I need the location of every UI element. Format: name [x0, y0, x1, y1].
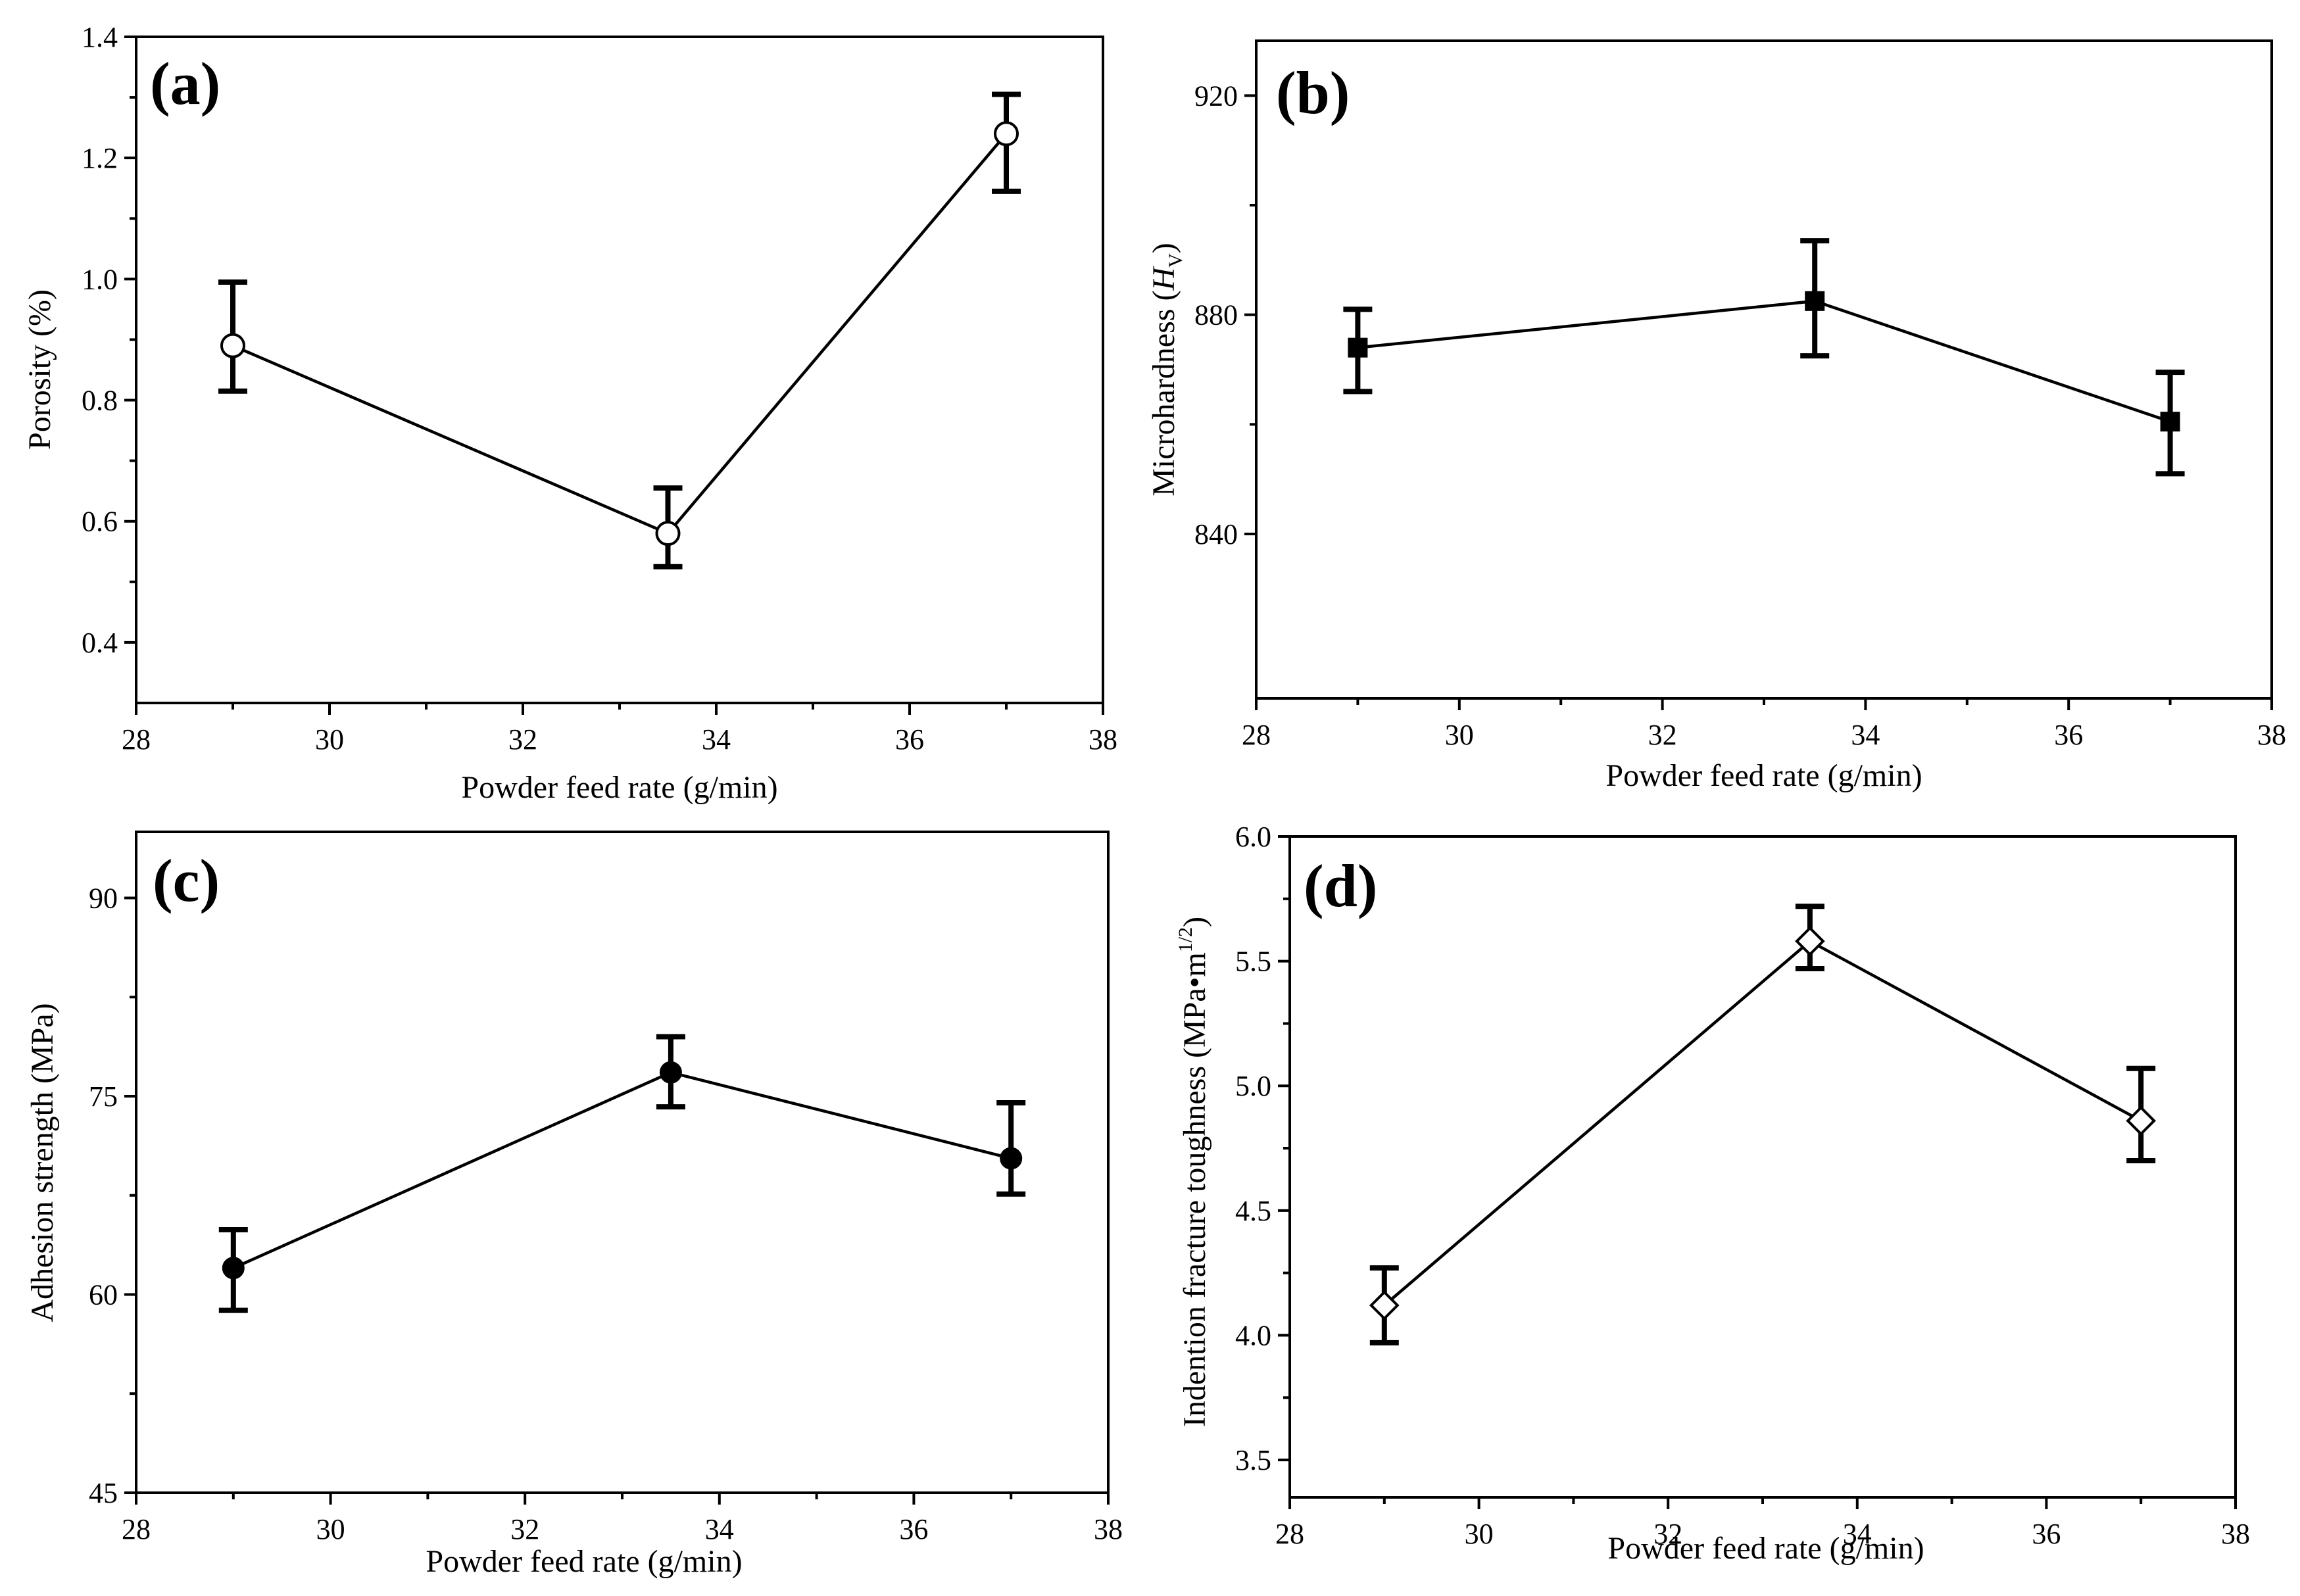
panel-b-minor-ticks	[1250, 204, 2172, 705]
panel-c-x-tick-label: 36	[899, 1513, 928, 1545]
panel-d-data-point	[1369, 1290, 1400, 1320]
panel-a-x-tick-label: 28	[122, 723, 151, 756]
panel-b-x-tick-label: 34	[1851, 719, 1880, 751]
panel-a-minor-ticks	[130, 96, 1008, 710]
panel-b-label: (b)	[1276, 59, 1350, 126]
panel-d-x-tick-label: 28	[1275, 1518, 1304, 1550]
panel-c-x-tick-label: 34	[705, 1513, 734, 1545]
panel-a-y-tick-label: 1.2	[82, 142, 118, 174]
panel-b-x-tick-label: 30	[1445, 719, 1474, 751]
panel-c-data-point	[659, 1061, 682, 1084]
panel-d-y-tick-label: 4.0	[1235, 1319, 1271, 1351]
panel-a-data-point	[220, 333, 245, 358]
panel-d-series-line	[1383, 939, 2142, 1307]
panel-d-x-tick-label: 38	[2221, 1518, 2250, 1550]
panel-d-minor-ticks	[1283, 897, 2143, 1504]
panel-a-x-tick-label: 30	[315, 723, 344, 756]
panel-d-y-axis-label: Indention fracture toughness (MPa•m1/2)	[1175, 917, 1212, 1427]
panel-b-series-line	[1358, 299, 2171, 423]
panel-a: 28 30 32 34 36 38 0.4 0.6 0.8 1.0 1.2 1.4 (a) Powd…	[22, 21, 1117, 805]
panel-c-y-tick-label: 90	[89, 883, 118, 915]
panel-b-x-tick-label: 32	[1648, 719, 1677, 751]
panel-a-y-tick-label: 0.4	[82, 627, 118, 659]
panel-b-y-axis-label: Microhardness (HV)	[1146, 243, 1187, 496]
panel-b-y-ticks: 840 880 920	[1194, 80, 1256, 550]
panel-d-y-tick-label: 6.0	[1235, 821, 1271, 853]
panel-a-x-tick-label: 36	[895, 723, 924, 756]
panel-c-x-axis-label: Powder feed rate (g/min)	[426, 1544, 742, 1579]
panel-a-label: (a)	[150, 50, 220, 117]
panel-d-x-tick-label: 30	[1465, 1518, 1494, 1550]
panel-c-x-ticks: 28 30 32 34 36 38	[122, 1493, 1123, 1545]
panel-d-label: (d)	[1304, 852, 1377, 919]
panel-d-x-tick-label: 32	[1653, 1518, 1682, 1550]
panel-d-y-tick-label: 3.5	[1235, 1444, 1271, 1476]
panel-c-label: (c)	[153, 847, 220, 914]
panel-c-x-tick-label: 32	[510, 1513, 539, 1545]
panel-b-x-ticks: 28 30 32 34 36 38	[1242, 698, 2286, 751]
panel-d-y-tick-label: 4.5	[1235, 1195, 1271, 1227]
panel-c-x-tick-label: 38	[1094, 1513, 1123, 1545]
panel-a-x-tick-label: 38	[1089, 723, 1117, 756]
panel-b-y-tick-label: 920	[1194, 80, 1238, 112]
panel-d-data-point	[1795, 926, 1825, 957]
panel-a-plot-frame	[135, 36, 1104, 704]
panel-c-y-tick-label: 45	[89, 1477, 118, 1509]
panel-b-series	[1343, 238, 2185, 477]
panel-b-x-axis-label: Powder feed rate (g/min)	[1605, 758, 1922, 793]
panel-d-x-ticks: 28 30 32 34 36 38	[1275, 1497, 2250, 1550]
panel-b-data-point	[1348, 337, 1368, 358]
panel-c-y-ticks: 45 60 75 90	[89, 883, 136, 1509]
panel-d-plot-frame	[1288, 835, 2237, 1499]
panel-a-x-axis-label: Powder feed rate (g/min)	[461, 770, 777, 805]
panel-a-data-point	[655, 521, 681, 546]
panel-a-x-tick-label: 34	[702, 723, 731, 756]
panel-d-y-ticks: 3.5 4.0 4.5 5.0 5.5 6.0	[1235, 821, 1290, 1476]
panel-b-data-point	[1805, 291, 1825, 311]
panel-a-series-line	[232, 132, 1008, 535]
panel-c-series	[218, 1034, 1026, 1313]
panel-a-y-tick-label: 1.4	[82, 21, 118, 53]
panel-c-y-tick-label: 60	[89, 1279, 118, 1311]
panel-a-x-tick-label: 32	[508, 723, 537, 756]
panel-b-x-tick-label: 36	[2054, 719, 2083, 751]
panel-c-series-line	[232, 1071, 1012, 1270]
panel-d-data-point	[2126, 1105, 2157, 1136]
panel-d-series	[1369, 904, 2157, 1345]
panel-c-data-point	[222, 1257, 245, 1280]
panel-b-x-tick-label: 28	[1242, 719, 1271, 751]
panel-c-x-tick-label: 28	[122, 1513, 151, 1545]
panel-d-x-tick-label: 36	[2032, 1518, 2061, 1550]
panel-a-y-axis-label: Porosity (%)	[22, 289, 57, 450]
panel-c: 28 30 32 34 36 38 45 60 75 90 (c) Powder feed ra…	[25, 831, 1123, 1579]
panel-b-data-point	[2160, 412, 2180, 432]
panel-d-y-tick-label: 5.5	[1235, 946, 1271, 978]
panel-b-y-tick-label: 840	[1194, 518, 1238, 550]
panel-b-y-tick-label: 880	[1194, 299, 1238, 331]
panel-b-plot-frame	[1255, 39, 2273, 700]
panel-d: 28 30 32 34 36 38 3.5 4.0 4.5 5.0 5.5 6.0 (d) Powd…	[1175, 821, 2250, 1566]
panel-d-x-tick-label: 34	[1843, 1518, 1872, 1550]
panel-a-y-tick-label: 1.0	[82, 263, 118, 295]
panel-a-x-ticks: 28 30 32 34 36 38	[122, 703, 1117, 756]
panel-a-y-tick-label: 0.6	[82, 506, 118, 538]
panel-c-data-point	[1000, 1147, 1023, 1170]
panel-b: 28 30 32 34 36 38 840 880 920 (b) Powder feed r…	[1146, 39, 2286, 793]
panel-a-y-ticks: 0.4 0.6 0.8 1.0 1.2 1.4	[82, 21, 136, 659]
panel-a-data-point	[994, 121, 1019, 147]
panel-c-y-axis-label: Adhesion strength (MPa)	[25, 1003, 60, 1322]
panel-c-plot-frame	[135, 831, 1110, 1494]
panel-d-y-tick-label: 5.0	[1235, 1070, 1271, 1102]
panel-c-minor-ticks	[130, 996, 1013, 1499]
panel-b-x-tick-label: 38	[2257, 719, 2286, 751]
panel-c-x-tick-label: 30	[316, 1513, 345, 1545]
panel-d-x-axis-label: Powder feed rate (g/min)	[1607, 1531, 1924, 1566]
panel-a-y-tick-label: 0.8	[82, 385, 118, 417]
panel-c-y-tick-label: 75	[89, 1080, 118, 1113]
panel-a-series	[218, 91, 1021, 569]
